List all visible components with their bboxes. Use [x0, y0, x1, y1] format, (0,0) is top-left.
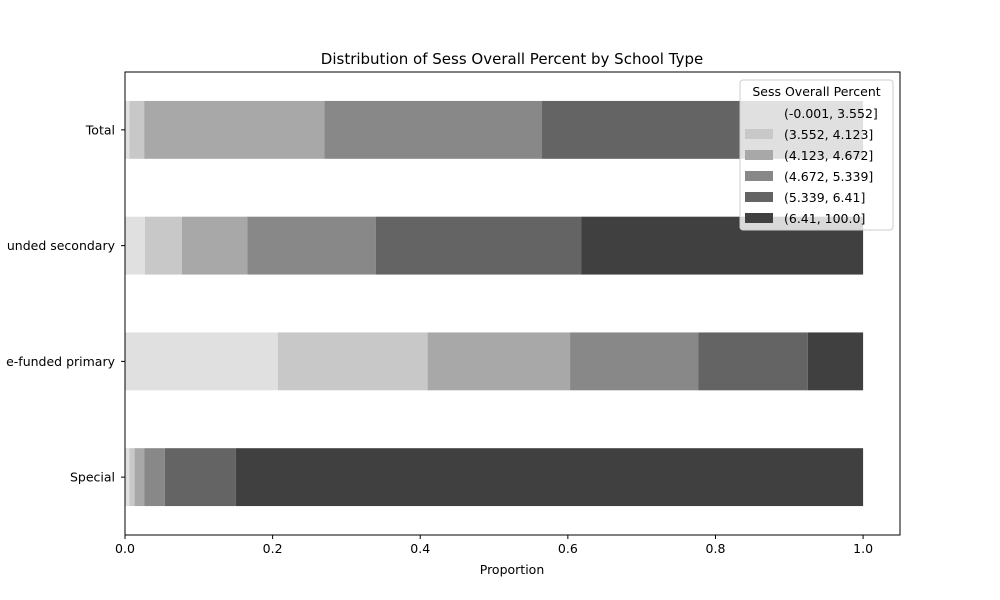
y-tick-label: e-funded primary — [6, 354, 116, 369]
legend-label: (4.123, 4.672] — [784, 148, 873, 163]
legend-box — [739, 79, 894, 231]
x-tick-label: 0.0 — [115, 541, 135, 556]
legend-swatch — [745, 108, 773, 118]
bar-segment-2-1 — [277, 332, 428, 391]
bar-segment-3-2 — [134, 448, 145, 507]
x-tick-label: 0.4 — [410, 541, 430, 556]
bar-segment-2-2 — [427, 332, 571, 391]
y-tick-label: unded secondary — [7, 238, 116, 253]
legend-swatch — [745, 129, 773, 139]
legend-label: (-0.001, 3.552] — [784, 106, 878, 121]
y-tick-label: Special — [70, 470, 115, 485]
plot-frame — [124, 71, 901, 536]
bar-segment-2-4 — [698, 332, 808, 391]
x-axis: 0.0 0.2 0.4 0.6 0.8 1.0 — [115, 535, 873, 556]
x-axis-label: Proportion — [480, 562, 545, 577]
legend-swatch — [745, 150, 773, 160]
bar-segment-0-3 — [324, 100, 543, 159]
bar-segment-3-0 — [125, 448, 130, 507]
legend-label: (4.672, 5.339] — [784, 169, 873, 184]
bar-segment-0-2 — [144, 100, 325, 159]
bar-segment-1-4 — [375, 216, 582, 275]
legend-swatch — [745, 213, 773, 223]
y-tick-label: Total — [85, 122, 115, 137]
bar-segment-3-1 — [129, 448, 135, 507]
chart-title: Distribution of Sess Overall Percent by … — [321, 50, 703, 68]
legend: Sess Overall Percent (-0.001, 3.552] (3.55… — [739, 79, 894, 231]
x-tick-label: 1.0 — [853, 541, 873, 556]
bar-segment-0-0 — [125, 100, 130, 159]
bar-segment-3-5 — [235, 448, 864, 507]
legend-label: (6.41, 100.0] — [784, 211, 865, 226]
bar-segment-1-0 — [125, 216, 145, 275]
bar-segment-1-3 — [247, 216, 376, 275]
x-tick-label: 0.6 — [558, 541, 578, 556]
x-tick-label: 0.8 — [706, 541, 726, 556]
legend-swatch — [745, 192, 773, 202]
bar-segment-2-0 — [125, 332, 278, 391]
bar-segment-0-1 — [129, 100, 145, 159]
bar-segment-2-3 — [570, 332, 699, 391]
bar-segment-3-4 — [164, 448, 236, 507]
bar-segment-1-1 — [144, 216, 182, 275]
legend-label: (3.552, 4.123] — [784, 127, 873, 142]
legend-label: (5.339, 6.41] — [784, 190, 865, 205]
legend-swatch — [745, 171, 773, 181]
y-axis: Total unded secondary e-funded primary Spec… — [6, 122, 125, 485]
x-tick-label: 0.2 — [263, 541, 283, 556]
bar-segment-1-2 — [181, 216, 248, 275]
bar-segment-2-5 — [807, 332, 864, 391]
bar-segment-3-3 — [144, 448, 165, 507]
legend-title: Sess Overall Percent — [752, 84, 880, 99]
